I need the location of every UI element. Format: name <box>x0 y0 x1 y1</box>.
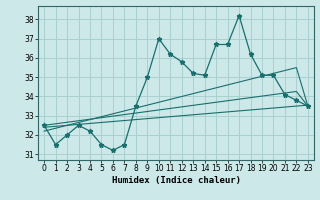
X-axis label: Humidex (Indice chaleur): Humidex (Indice chaleur) <box>111 176 241 185</box>
